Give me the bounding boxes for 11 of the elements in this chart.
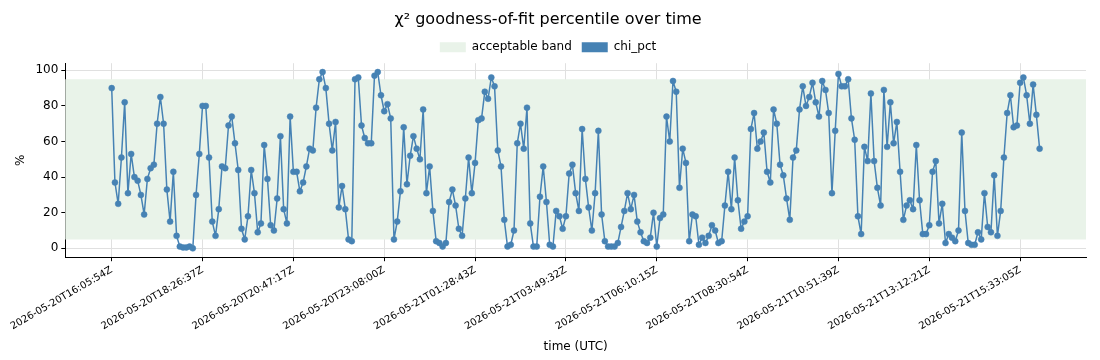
y-tick-label: 0 [50, 240, 59, 255]
legend-label: acceptable band [471, 39, 572, 54]
y-tick-label: 20 [43, 204, 59, 219]
y-axis-title: % [13, 154, 28, 166]
y-tick-label: 40 [43, 169, 59, 184]
y-tick-label: 80 [43, 98, 59, 113]
y-tick-label: 60 [43, 133, 59, 148]
chart-title: χ² goodness-of-fit percentile over time [394, 8, 702, 28]
y-tick-label: 100 [35, 62, 59, 77]
x-axis-title: time (UTC) [543, 338, 608, 353]
legend-label: chi_pct [613, 39, 657, 54]
